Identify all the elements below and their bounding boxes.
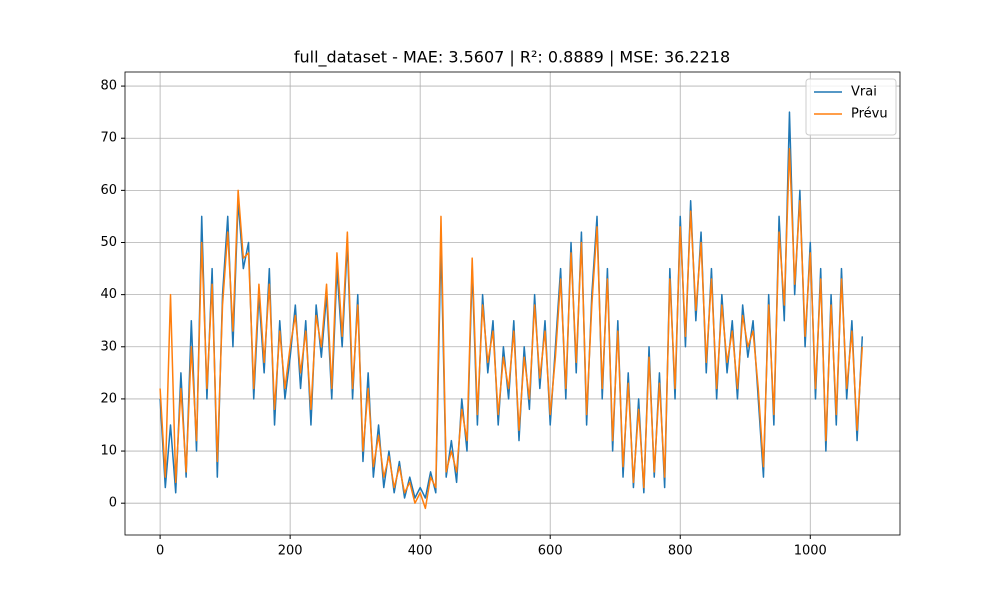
y-tick-label: 50 — [100, 235, 117, 250]
legend-box — [805, 78, 897, 136]
y-tick-label: 10 — [100, 444, 117, 459]
x-tick-label: 1000 — [794, 544, 827, 559]
x-tick-label: 400 — [408, 544, 433, 559]
legend-label: Prévu — [851, 107, 888, 122]
y-tick-label: 80 — [100, 79, 117, 94]
y-tick-label: 70 — [100, 131, 117, 146]
series-line — [159, 147, 864, 510]
x-tick-label: 0 — [156, 544, 164, 559]
x-tick-label: 800 — [668, 544, 693, 559]
y-tick-label: 40 — [100, 287, 117, 302]
y-tick-label: 0 — [109, 496, 117, 511]
chart-title: full_dataset - MAE: 3.5607 | R²: 0.8889 … — [294, 48, 730, 68]
x-tick-label: 200 — [278, 544, 303, 559]
plot-frame — [124, 71, 901, 536]
y-tick-label: 60 — [100, 183, 117, 198]
y-tick-label: 20 — [100, 391, 117, 406]
y-tick-label: 30 — [100, 339, 117, 354]
x-tick-label: 600 — [538, 544, 563, 559]
legend-label: Vrai — [851, 85, 877, 100]
